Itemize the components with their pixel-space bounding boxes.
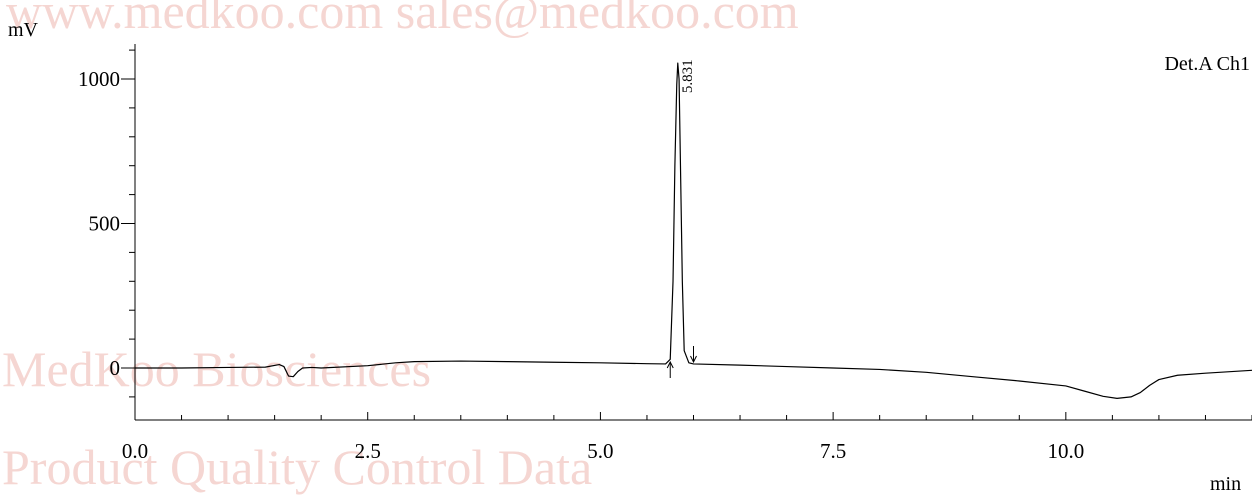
watermark-company: MedKoo Biosciences	[2, 341, 431, 397]
peak-retention-label: 5.831	[680, 59, 696, 93]
y-tick-label: 1000	[78, 67, 120, 91]
y-tick-label: 500	[89, 212, 121, 236]
x-tick-label: 2.5	[355, 439, 381, 463]
x-axis-unit-label: min	[1210, 473, 1241, 495]
watermark-website: www.medkoo.com sales@medkoo.com	[6, 0, 799, 39]
peak-end-arrowhead	[690, 355, 697, 364]
x-tick-label: 0.0	[122, 439, 148, 463]
x-tick-label: 7.5	[820, 439, 846, 463]
x-tick-label: 10.0	[1047, 439, 1084, 463]
watermark-qc: Product Quality Control Data	[2, 439, 592, 495]
signal-trace	[135, 62, 1252, 399]
peak-start-arrowhead	[666, 360, 674, 369]
y-tick-label: 0	[110, 356, 121, 380]
y-axis-unit-label: mV	[8, 19, 39, 41]
x-tick-label: 5.0	[587, 439, 613, 463]
legend-detector-label: Det.A Ch1	[1164, 53, 1250, 75]
